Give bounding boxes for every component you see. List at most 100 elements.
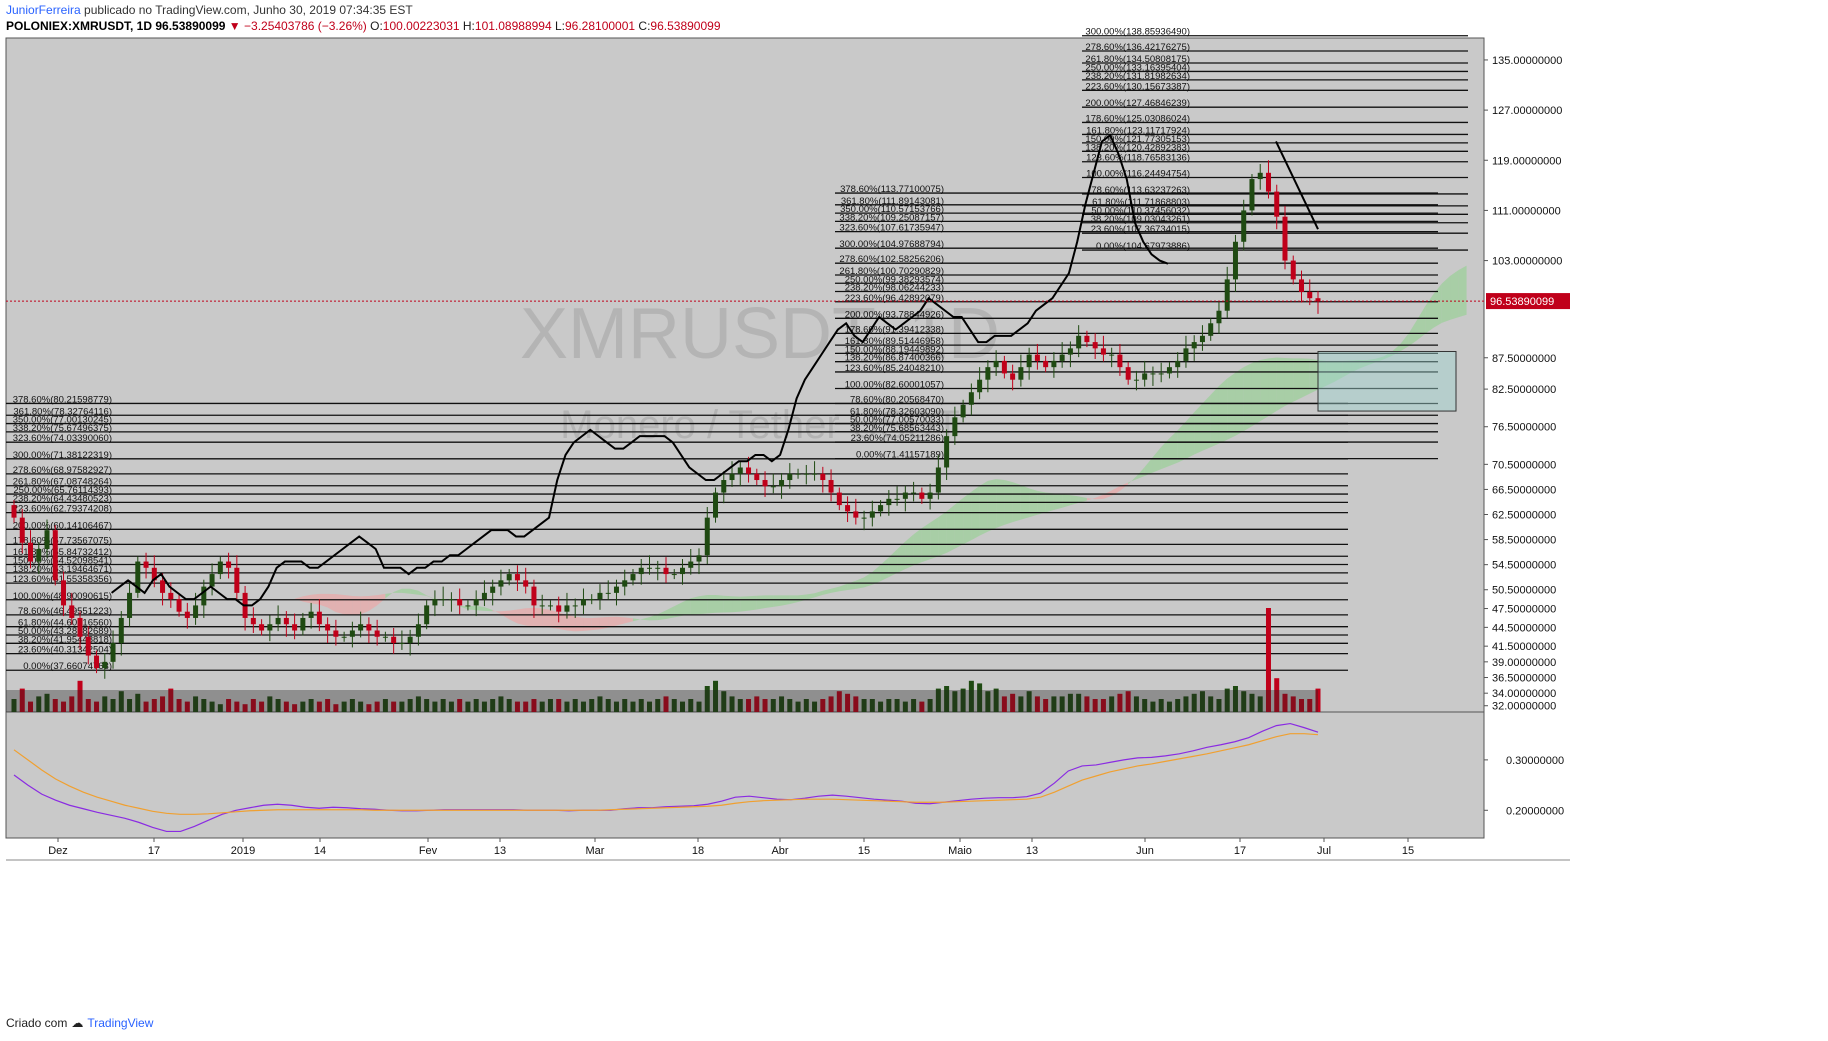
- fib-mid-group: 378.60%(113.77100075)361.80%(111.8914308…: [835, 184, 1438, 461]
- cloud-segment: [1202, 394, 1211, 451]
- cloud-segment: [1251, 360, 1261, 427]
- candle-body: [919, 492, 925, 499]
- cloud-segment: [451, 603, 460, 607]
- cloud-segment: [756, 595, 766, 610]
- volume-bar: [424, 699, 430, 712]
- candle-body: [44, 530, 50, 549]
- candle-body: [993, 360, 999, 368]
- cloud-segment: [1392, 343, 1401, 356]
- candle-body: [539, 605, 545, 607]
- volume-bar: [935, 688, 941, 712]
- fib-mid-label: 38.20%(75.68563443): [850, 423, 944, 434]
- footer: Criado com ☁ TradingView: [6, 1016, 153, 1030]
- candle-body: [1274, 191, 1280, 217]
- cloud-segment: [1086, 497, 1096, 501]
- x-tick-label: 15: [1402, 845, 1414, 857]
- cloud-segment: [987, 479, 997, 532]
- cloud-segment: [608, 616, 617, 628]
- tradingview-link[interactable]: TradingView: [87, 1016, 154, 1030]
- fib-left-label: 0.00%(37.66074763): [23, 661, 112, 672]
- candle-body: [234, 567, 240, 593]
- fib-left-label: 123.60%(51.55358356): [13, 574, 112, 585]
- fib-top-label: 138.20%(120.42892383): [1085, 142, 1190, 153]
- candle-body: [1018, 367, 1024, 380]
- volume-bar: [366, 704, 372, 712]
- cloud-segment: [1136, 467, 1145, 480]
- y-tick-label: 62.50000000: [1492, 510, 1556, 522]
- fib-top-label: 78.60%(113.63237263): [1091, 185, 1190, 196]
- candle-body: [1100, 348, 1106, 355]
- cloud-segment: [1095, 494, 1104, 500]
- volume-bar: [193, 696, 199, 712]
- candle-body: [1175, 360, 1181, 368]
- cloud-segment: [1309, 358, 1318, 394]
- candle-body: [432, 599, 438, 606]
- volume-bar: [853, 696, 859, 712]
- cloud-segment: [344, 594, 353, 616]
- x-tick-label: 18: [692, 845, 704, 857]
- y-tick-label: 103.00000000: [1492, 256, 1562, 268]
- candle-body: [11, 505, 17, 518]
- candle-body: [1265, 172, 1271, 192]
- volume-bar: [250, 699, 256, 712]
- cloud-segment: [674, 602, 683, 618]
- volume-bar: [564, 701, 570, 712]
- candle-body: [671, 574, 677, 576]
- cloud-segment: [1218, 378, 1228, 444]
- fib-mid-label: 61.80%(78.32603090): [850, 406, 944, 417]
- candle-body: [1084, 335, 1090, 343]
- volume-bar: [85, 699, 91, 712]
- candle-body: [547, 605, 553, 607]
- candle-body: [803, 473, 809, 475]
- candle-body: [770, 486, 776, 488]
- volume-bar: [1076, 693, 1082, 712]
- cloud-segment: [1441, 276, 1451, 323]
- fib-top-label: 161.80%(123.11717924): [1086, 125, 1190, 136]
- candle-body: [622, 580, 628, 587]
- cloud-segment: [1318, 360, 1327, 390]
- cloud-segment: [418, 590, 427, 596]
- volume-bar: [1043, 699, 1049, 712]
- volume-bar: [977, 683, 983, 712]
- volume-bar: [605, 699, 611, 712]
- candle-body: [1307, 291, 1313, 299]
- cloud-segment: [302, 594, 312, 604]
- candle-body: [283, 617, 289, 625]
- candle-body: [440, 599, 446, 601]
- candle-body: [201, 586, 207, 606]
- candle-body: [729, 473, 735, 481]
- cloud-segment: [666, 606, 675, 619]
- x-tick-label: 15: [858, 845, 870, 857]
- fib-top-label: 261.80%(134.50808175): [1085, 54, 1190, 65]
- cloud-segment: [921, 522, 931, 563]
- fib-left-label: 138.20%(53.19464671): [13, 564, 112, 575]
- volume-bar: [11, 699, 17, 712]
- volume-bar: [1208, 696, 1214, 712]
- volume-bar: [391, 701, 397, 712]
- candle-body: [1208, 323, 1214, 336]
- volume-bar: [878, 701, 884, 712]
- y-tick-label: 66.50000000: [1492, 484, 1556, 496]
- cloud-segment: [1301, 358, 1310, 398]
- cloud-segment: [1458, 265, 1467, 318]
- volume-bar: [1274, 678, 1280, 712]
- volume-bar: [845, 693, 851, 712]
- cloud-segment: [732, 596, 741, 613]
- volume-bar: [902, 701, 908, 712]
- volume-bar: [688, 699, 694, 712]
- volume-bar: [234, 701, 240, 712]
- volume-bar: [523, 701, 529, 712]
- candle-body: [655, 567, 661, 569]
- volume-bar: [308, 699, 314, 712]
- cloud-segment: [1425, 294, 1434, 334]
- cloud-segment: [1152, 446, 1162, 473]
- chart-header: JuniorFerreira publicado no TradingView.…: [6, 2, 721, 34]
- candle-body: [878, 505, 884, 512]
- ohlc-line: POLONIEX:XMRUSDT, 1D 96.53890099 ▼ −3.25…: [6, 18, 721, 34]
- author-link[interactable]: JuniorFerreira: [6, 3, 81, 17]
- volume-bar: [448, 701, 454, 712]
- volume-bar: [135, 693, 141, 712]
- cloud-segment: [765, 595, 774, 609]
- candle-body: [721, 480, 727, 493]
- candle-body: [275, 617, 281, 625]
